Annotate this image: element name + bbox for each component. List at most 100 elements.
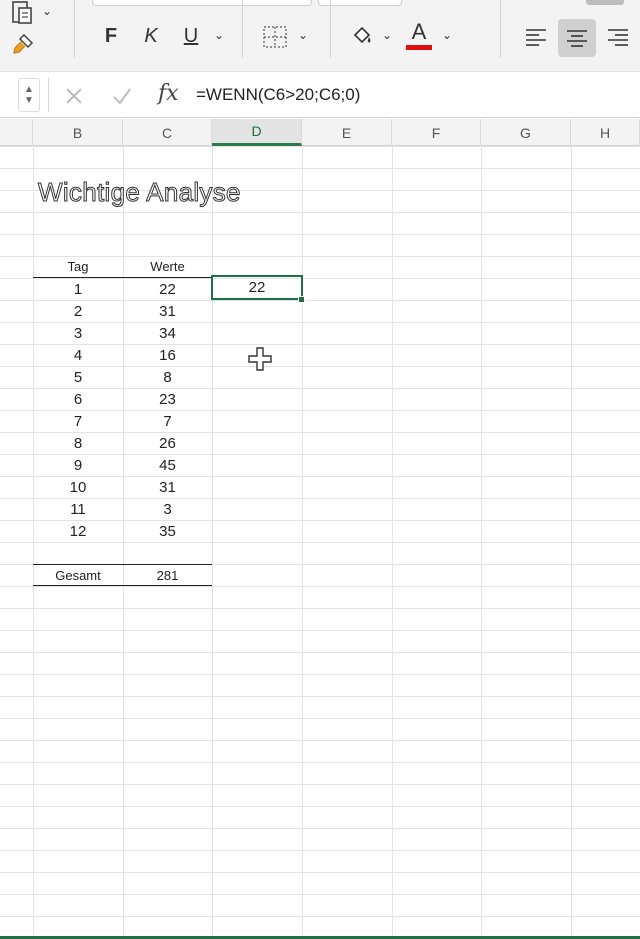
row-gridline bbox=[0, 322, 640, 323]
row-gridline bbox=[0, 828, 640, 829]
werte-cell[interactable]: 26 bbox=[159, 434, 176, 452]
formula-input[interactable]: =WENN(C6>20;C6;0) bbox=[196, 85, 361, 104]
tag-cell[interactable]: 2 bbox=[73, 302, 83, 320]
werte-cell[interactable]: 31 bbox=[159, 478, 176, 496]
row-gridline bbox=[0, 652, 640, 653]
name-box-stepper[interactable]: ▲ ▼ bbox=[18, 78, 40, 112]
row-gridline bbox=[0, 850, 640, 851]
column-headers: B C D E F G H bbox=[0, 119, 640, 146]
row-gridline bbox=[0, 586, 640, 587]
column-header-f[interactable]: F bbox=[392, 119, 481, 146]
row-gridline bbox=[0, 168, 640, 169]
font-size-box[interactable] bbox=[318, 0, 402, 6]
row-gridline bbox=[0, 432, 640, 433]
cancel-icon[interactable] bbox=[62, 84, 86, 108]
font-name-box[interactable] bbox=[92, 0, 312, 6]
borders-icon[interactable] bbox=[261, 24, 289, 50]
align-right-icon[interactable] bbox=[602, 20, 634, 54]
row-gridline bbox=[0, 520, 640, 521]
underline-button[interactable]: U bbox=[183, 24, 199, 47]
font-color-bar bbox=[406, 44, 432, 50]
tag-cell[interactable]: 11 bbox=[70, 500, 86, 518]
werte-cell[interactable]: 16 bbox=[159, 346, 176, 364]
werte-cell[interactable]: 8 bbox=[163, 368, 172, 386]
fill-handle[interactable] bbox=[298, 296, 305, 303]
align-left-icon[interactable] bbox=[520, 20, 552, 54]
row-header-corner[interactable] bbox=[0, 119, 33, 146]
tag-cell[interactable]: 5 bbox=[73, 368, 83, 386]
format-painter-icon[interactable] bbox=[8, 30, 38, 58]
row-gridline bbox=[0, 366, 640, 367]
row-gridline bbox=[0, 916, 640, 917]
row-gridline bbox=[0, 278, 640, 279]
tag-cell[interactable]: 10 bbox=[69, 478, 87, 496]
column-header-c[interactable]: C bbox=[123, 119, 212, 146]
column-header-h[interactable]: H bbox=[571, 119, 640, 146]
column-header-d[interactable]: D bbox=[212, 119, 302, 146]
column-gridline bbox=[571, 146, 572, 937]
werte-cell[interactable]: 35 bbox=[159, 522, 176, 540]
paste-icon[interactable] bbox=[8, 0, 38, 26]
column-gridline bbox=[212, 146, 213, 937]
werte-cell[interactable]: 34 bbox=[159, 324, 176, 342]
tag-cell[interactable]: 6 bbox=[73, 390, 83, 408]
tag-cell[interactable]: 12 bbox=[69, 522, 87, 540]
werte-cell[interactable]: 31 bbox=[159, 302, 176, 320]
active-cell-d6[interactable]: 22 bbox=[211, 275, 303, 300]
tag-cell[interactable]: 1 bbox=[73, 280, 83, 298]
werte-cell[interactable]: 23 bbox=[159, 390, 176, 408]
header-tag[interactable]: Tag bbox=[33, 256, 123, 278]
tag-cell[interactable]: 9 bbox=[73, 456, 83, 474]
underline-chevron-down-icon[interactable]: ⌄ bbox=[214, 28, 225, 42]
werte-cell[interactable]: 7 bbox=[163, 412, 172, 430]
borders-chevron-down-icon[interactable]: ⌄ bbox=[298, 28, 309, 42]
row-gridline bbox=[0, 740, 640, 741]
paste-chevron-down-icon[interactable]: ⌄ bbox=[42, 4, 53, 18]
total-value[interactable]: 281 bbox=[123, 564, 212, 586]
tag-cell[interactable]: 4 bbox=[73, 346, 83, 364]
werte-cell[interactable]: 22 bbox=[159, 280, 176, 298]
row-gridline bbox=[0, 344, 640, 345]
column-header-g[interactable]: G bbox=[481, 119, 571, 146]
row-gridline bbox=[0, 234, 640, 235]
row-gridline bbox=[0, 498, 640, 499]
align-center-icon[interactable] bbox=[558, 19, 596, 57]
sheet-title[interactable]: Wichtige Analyse bbox=[38, 177, 241, 208]
row-gridline bbox=[0, 212, 640, 213]
werte-cell[interactable]: 3 bbox=[163, 500, 172, 518]
row-gridline bbox=[0, 410, 640, 411]
arrow-down-icon[interactable]: ▼ bbox=[24, 95, 34, 106]
column-gridline bbox=[392, 146, 393, 937]
tag-cell[interactable]: 8 bbox=[73, 434, 83, 452]
total-label[interactable]: Gesamt bbox=[33, 564, 123, 586]
italic-button[interactable]: K bbox=[144, 24, 158, 47]
formula-bar-separator bbox=[48, 78, 49, 112]
row-gridline bbox=[0, 608, 640, 609]
header-werte[interactable]: Werte bbox=[123, 256, 212, 278]
confirm-icon[interactable] bbox=[110, 84, 134, 108]
arrow-up-icon[interactable]: ▲ bbox=[24, 84, 34, 95]
bold-button[interactable]: F bbox=[104, 24, 118, 47]
column-gridline bbox=[481, 146, 482, 937]
column-gridline bbox=[302, 146, 303, 937]
column-header-e[interactable]: E bbox=[302, 119, 392, 146]
sheet-grid[interactable]: Wichtige Analyse Tag Werte 1 22 2 31 3 34 4 16 5… bbox=[0, 146, 640, 937]
ribbon-separator bbox=[330, 0, 331, 58]
tag-cell[interactable]: 7 bbox=[73, 412, 83, 430]
row-gridline bbox=[0, 190, 640, 191]
insert-function-icon[interactable]: fx bbox=[158, 81, 179, 106]
ribbon-separator bbox=[242, 0, 243, 58]
fill-color-chevron-down-icon[interactable]: ⌄ bbox=[382, 28, 393, 42]
column-gridline bbox=[33, 146, 34, 937]
werte-cell[interactable]: 45 bbox=[159, 456, 176, 474]
font-color-chevron-down-icon[interactable]: ⌄ bbox=[442, 28, 453, 42]
row-gridline bbox=[0, 762, 640, 763]
row-gridline bbox=[0, 542, 640, 543]
row-gridline bbox=[0, 696, 640, 697]
row-gridline bbox=[0, 872, 640, 873]
font-color-icon[interactable]: A bbox=[405, 20, 433, 50]
column-header-b[interactable]: B bbox=[33, 119, 123, 146]
row-gridline bbox=[0, 564, 640, 565]
tag-cell[interactable]: 3 bbox=[73, 324, 83, 342]
fill-color-icon[interactable] bbox=[348, 22, 376, 50]
